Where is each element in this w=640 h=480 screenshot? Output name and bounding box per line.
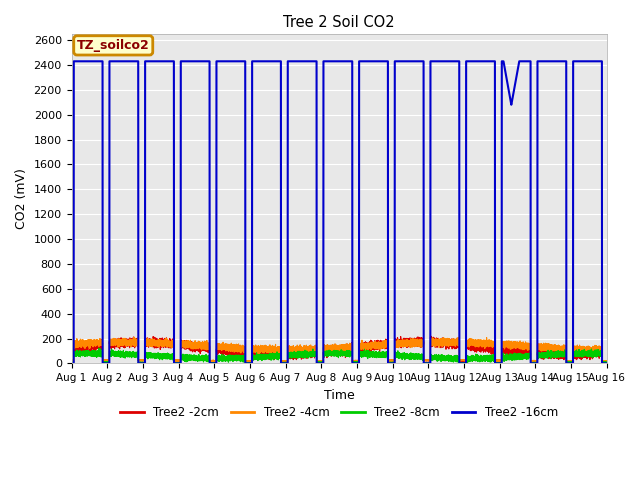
Tree2 -4cm [95, 343, 103, 349]
Tree2 -16cm [498, 360, 506, 366]
Line: Tree2 -4cm: Tree2 -4cm [72, 337, 607, 362]
Tree2 -2cm [95, 343, 103, 348]
Tree2 -8cm [209, 360, 216, 366]
Tree2 -8cm [410, 352, 417, 358]
Tree2 -8cm [95, 345, 102, 351]
Title: Tree 2 Soil CO2: Tree 2 Soil CO2 [284, 15, 395, 30]
Tree2 -4cm [455, 335, 463, 340]
Tree2 -8cm [95, 353, 103, 359]
Tree2 -2cm [68, 359, 76, 364]
Text: TZ_soilco2: TZ_soilco2 [77, 39, 150, 52]
Tree2 -4cm [470, 337, 477, 343]
Tree2 -16cm [505, 88, 513, 94]
Line: Tree2 -16cm: Tree2 -16cm [72, 61, 607, 363]
Tree2 -2cm [564, 360, 572, 366]
Tree2 -2cm [603, 358, 611, 364]
Tree2 -2cm [427, 333, 435, 339]
Line: Tree2 -2cm: Tree2 -2cm [72, 336, 607, 363]
Tree2 -16cm [484, 59, 492, 64]
Tree2 -16cm [70, 59, 77, 64]
Tree2 -4cm [278, 359, 286, 365]
Tree2 -8cm [603, 360, 611, 365]
Tree2 -4cm [603, 359, 611, 364]
Tree2 -2cm [505, 348, 513, 354]
Tree2 -4cm [484, 341, 492, 347]
Tree2 -8cm [505, 353, 513, 359]
Tree2 -4cm [498, 358, 506, 363]
Tree2 -8cm [484, 357, 492, 362]
Tree2 -2cm [498, 359, 506, 364]
Legend: Tree2 -2cm, Tree2 -4cm, Tree2 -8cm, Tree2 -16cm: Tree2 -2cm, Tree2 -4cm, Tree2 -8cm, Tree… [115, 401, 563, 423]
Tree2 -16cm [603, 360, 611, 366]
Tree2 -2cm [470, 341, 477, 347]
Tree2 -8cm [470, 353, 477, 359]
Y-axis label: CO2 (mV): CO2 (mV) [15, 168, 28, 229]
Tree2 -2cm [409, 338, 417, 344]
Tree2 -8cm [68, 360, 76, 365]
Tree2 -4cm [409, 341, 417, 347]
Tree2 -16cm [95, 59, 103, 64]
Tree2 -4cm [505, 343, 513, 349]
Tree2 -16cm [470, 59, 477, 64]
Tree2 -2cm [484, 346, 492, 351]
Tree2 -16cm [68, 360, 76, 366]
Tree2 -16cm [409, 59, 417, 64]
Tree2 -8cm [498, 360, 506, 366]
Tree2 -4cm [68, 358, 76, 363]
Line: Tree2 -8cm: Tree2 -8cm [72, 348, 607, 363]
X-axis label: Time: Time [324, 389, 355, 402]
